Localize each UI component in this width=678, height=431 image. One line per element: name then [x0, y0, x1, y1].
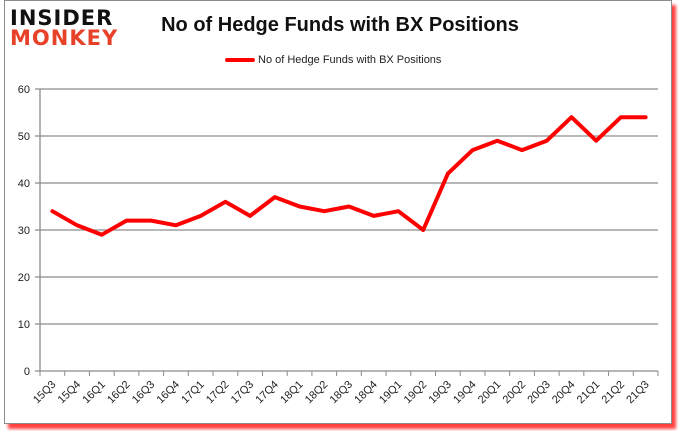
y-tick-label: 30 [18, 225, 30, 237]
x-tick-label: 18Q1 [278, 379, 306, 407]
x-tick-label: 16Q2 [105, 379, 133, 407]
x-tick-label: 20Q4 [550, 379, 578, 407]
y-tick-label: 60 [18, 84, 30, 96]
x-tick-label: 18Q4 [352, 379, 380, 407]
x-tick-label: 19Q2 [402, 379, 430, 407]
x-tick-label: 17Q3 [229, 379, 257, 407]
y-tick-label: 50 [18, 131, 30, 143]
x-tick-label: 17Q4 [253, 379, 281, 407]
logo-line-1: INSIDER [10, 6, 114, 30]
y-tick-label: 40 [18, 178, 30, 190]
x-tick-label: 20Q3 [525, 379, 553, 407]
legend-label: No of Hedge Funds with BX Positions [258, 54, 442, 66]
x-tick-label: 20Q1 [476, 379, 504, 407]
x-tick-label: 18Q3 [328, 379, 356, 407]
x-tick-label: 16Q3 [130, 379, 158, 407]
x-tick-label: 21Q1 [575, 379, 603, 407]
x-tick-label: 16Q1 [80, 379, 108, 407]
x-tick-label: 18Q2 [303, 379, 331, 407]
x-tick-label: 19Q1 [377, 379, 405, 407]
x-tick-label: 20Q2 [501, 379, 529, 407]
x-tick-label: 21Q2 [600, 379, 628, 407]
chart-legend: No of Hedge Funds with BX Positions [225, 54, 441, 66]
y-tick-label: 20 [18, 272, 30, 284]
x-tick-label: 15Q3 [31, 379, 59, 407]
legend-line-icon [225, 58, 255, 62]
x-tick-label: 17Q1 [179, 379, 207, 407]
logo-line-2: MONKEY [10, 26, 119, 50]
chart-frame [4, 0, 672, 424]
chart-title: No of Hedge Funds with BX Positions [161, 14, 519, 36]
x-tick-label: 19Q4 [451, 379, 479, 407]
series-line [50, 115, 648, 237]
x-tick-label: 16Q4 [155, 379, 183, 407]
y-tick-label: 10 [18, 319, 30, 331]
insider-monkey-logo: INSIDER MONKEY [10, 6, 128, 50]
x-tick-label: 19Q3 [426, 379, 454, 407]
x-tick-label: 21Q3 [624, 379, 652, 407]
x-tick-label: 17Q2 [204, 379, 232, 407]
y-tick-label: 0 [24, 366, 30, 378]
x-tick-label: 15Q4 [56, 379, 84, 407]
